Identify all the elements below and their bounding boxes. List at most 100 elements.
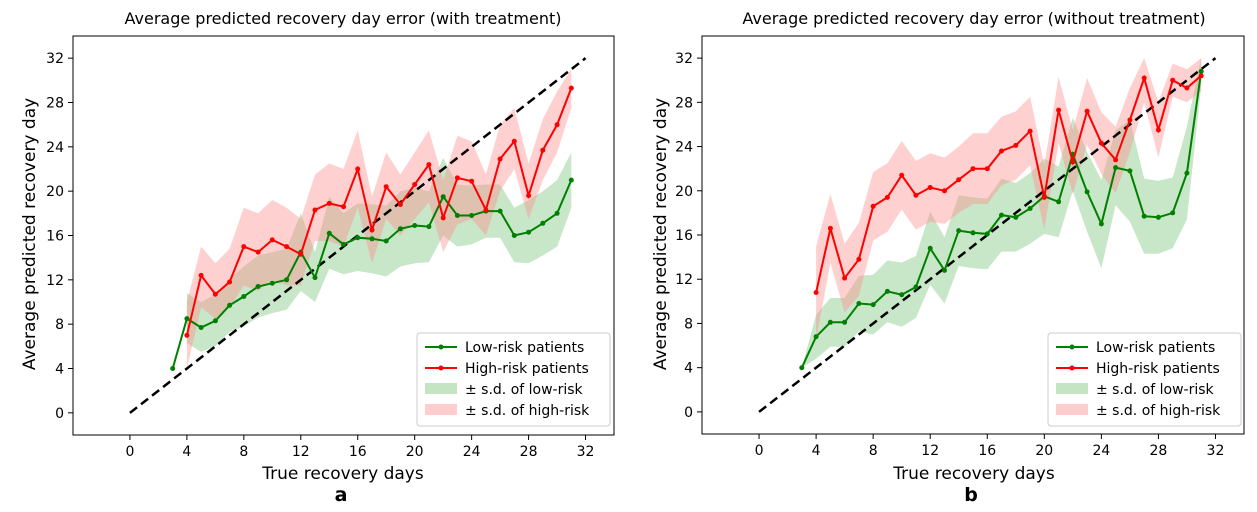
high-risk-data-point	[526, 193, 532, 199]
high-risk-data-point	[227, 279, 233, 285]
chart-title: Average predicted recovery day error (wi…	[125, 9, 562, 28]
low-risk-data-point	[383, 238, 389, 244]
low-risk-data-point	[899, 292, 905, 298]
legend-label-high-band: ± s.d. of high-risk	[465, 403, 590, 419]
legend-label-low-band: ± s.d. of low-risk	[465, 382, 584, 398]
x-tick-label: 8	[239, 444, 248, 460]
y-tick-label: 16	[46, 229, 64, 245]
legend-frame	[416, 332, 611, 427]
legend-swatch-low-band	[425, 383, 457, 394]
high-risk-data-point	[440, 215, 446, 221]
y-tick-label: 28	[46, 96, 64, 112]
x-axis: 0 4 8 12 16 20 24 28 32	[125, 435, 594, 460]
high-risk-data-point	[1027, 128, 1033, 134]
x-tick-label: 4	[812, 443, 821, 459]
high-risk-data-point	[1155, 127, 1161, 133]
y-tick-label: 12	[46, 273, 64, 289]
high-risk-data-point	[1084, 108, 1090, 114]
low-risk-data-point	[369, 236, 375, 242]
low-risk-data-point	[497, 208, 503, 214]
high-risk-data-point	[956, 177, 962, 183]
high-risk-data-point	[298, 251, 304, 257]
legend-label-low-risk: Low-risk patients	[1096, 340, 1215, 356]
legend-label-high-band: ± s.d. of high-risk	[1096, 403, 1221, 419]
low-risk-data-point	[1141, 213, 1147, 219]
low-risk-sd-band	[186, 152, 572, 352]
low-risk-data-point	[440, 194, 446, 200]
legend-label-high-risk: High-risk patients	[465, 361, 589, 377]
low-risk-data-point	[212, 318, 218, 324]
high-risk-data-point	[397, 202, 403, 207]
low-risk-data-point	[827, 319, 833, 325]
y-tick-label: 28	[675, 95, 693, 111]
x-tick-label: 16	[349, 444, 367, 460]
high-risk-series-line	[815, 74, 1202, 293]
high-risk-data-point	[369, 227, 375, 233]
y-tick-label: 32	[675, 51, 693, 67]
y-tick-label: 20	[46, 184, 64, 200]
low-risk-data-point	[454, 213, 460, 218]
high-risk-data-point	[899, 172, 905, 178]
legend-swatch-low-band	[1056, 383, 1088, 394]
legend-label-low-risk: Low-risk patients	[465, 340, 584, 356]
y-tick-label: 8	[55, 317, 64, 333]
low-risk-data-point	[927, 245, 933, 251]
x-tick-label: 32	[577, 444, 595, 460]
x-tick-label: 16	[978, 443, 996, 459]
x-tick-label: 8	[869, 443, 878, 459]
y-tick-label: 4	[55, 362, 64, 378]
chart-title: Average predicted recovery day error (wi…	[742, 9, 1205, 28]
x-axis-label: True recovery days	[261, 464, 424, 484]
low-risk-data-point	[241, 294, 247, 299]
legend-label-low-band: ± s.d. of low-risk	[1096, 382, 1215, 398]
low-risk-data-point	[568, 177, 574, 183]
low-risk-data-point	[198, 325, 204, 330]
high-risk-data-point	[1098, 140, 1104, 146]
high-risk-data-point	[842, 275, 848, 281]
low-risk-data-point	[956, 228, 962, 234]
x-tick-label: 0	[755, 443, 764, 459]
y-tick-label: 4	[684, 361, 693, 377]
low-risk-data-point	[1027, 206, 1033, 211]
low-risk-data-point	[813, 334, 819, 340]
high-risk-data-point	[970, 166, 976, 172]
low-risk-data-point	[412, 223, 418, 228]
low-risk-data-point	[540, 220, 546, 226]
low-risk-data-point	[970, 230, 976, 236]
x-tick-label: 12	[921, 443, 939, 459]
low-risk-data-point	[870, 302, 876, 308]
high-risk-data-point	[312, 207, 318, 213]
high-risk-data-point	[326, 200, 332, 206]
low-risk-data-point	[426, 224, 432, 230]
low-risk-data-point	[341, 241, 346, 247]
high-risk-data-point	[1198, 73, 1204, 79]
high-risk-data-point	[568, 85, 574, 91]
low-risk-data-point	[856, 301, 862, 306]
legend-dot-low-risk	[438, 344, 444, 350]
high-risk-data-point	[540, 147, 546, 153]
high-risk-data-point	[198, 272, 204, 278]
low-risk-data-point	[511, 233, 517, 238]
high-risk-data-point	[942, 188, 947, 194]
low-risk-sd-band	[801, 57, 1202, 368]
high-risk-data-point	[999, 148, 1004, 154]
low-risk-data-point	[284, 277, 290, 283]
low-risk-data-point	[984, 231, 990, 237]
low-risk-data-point	[170, 366, 176, 371]
high-risk-data-point	[483, 207, 489, 213]
high-risk-data-point	[1041, 194, 1047, 200]
x-tick-label: 24	[1092, 443, 1110, 459]
y-tick-label: 16	[675, 228, 693, 244]
low-risk-data-point	[999, 212, 1004, 218]
high-risk-data-point	[813, 290, 819, 295]
low-risk-data-point	[1056, 199, 1062, 205]
low-risk-data-point	[397, 226, 403, 232]
low-risk-data-point	[913, 284, 919, 290]
y-tick-label: 32	[46, 51, 64, 67]
y-axis-label: Average predicted recovery day	[20, 98, 40, 370]
x-tick-label: 32	[1207, 443, 1225, 459]
low-risk-data-point	[526, 229, 532, 235]
legend-dot-low-risk	[1069, 344, 1075, 350]
x-tick-label: 4	[182, 444, 191, 460]
